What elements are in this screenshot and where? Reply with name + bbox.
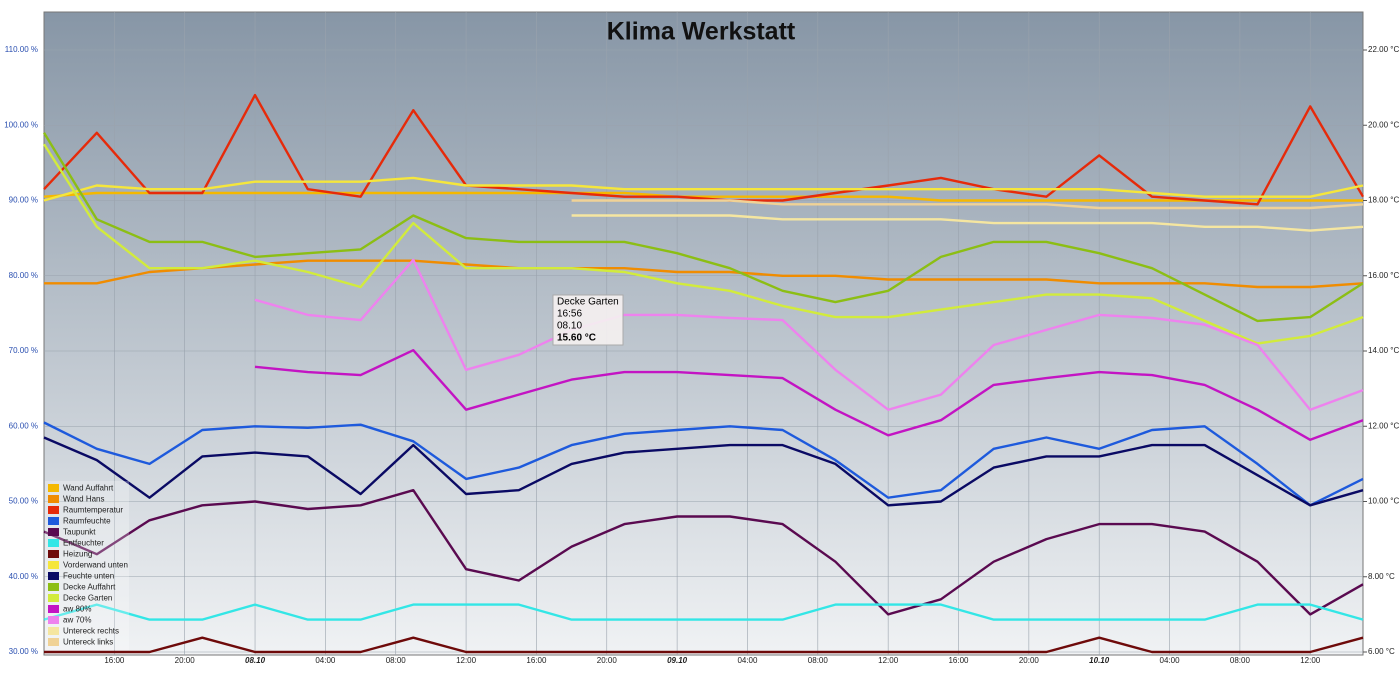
series-line: [43, 603, 1364, 621]
x-tick-label: 12:00: [1300, 656, 1321, 665]
lines: [42, 93, 1365, 654]
y-tick-label: 70.00 %: [9, 346, 38, 355]
legend-swatch: [48, 495, 59, 503]
x-tick-label: 16:00: [948, 656, 969, 665]
legend-label: Untereck links: [63, 638, 113, 647]
series-line: [43, 489, 1364, 616]
y-tick-label: 40.00 %: [9, 572, 38, 581]
legend-swatch: [48, 550, 59, 558]
legend-swatch: [48, 616, 59, 624]
legend-label: Feuchte unten: [63, 572, 114, 581]
legend-label: Decke Auffahrt: [63, 583, 116, 592]
legend-swatch: [48, 484, 59, 492]
y2-tick-label: 16.00 °C: [1368, 271, 1399, 280]
legend-label: Heizung: [63, 550, 92, 559]
legend-label: Vorderwand unten: [63, 561, 128, 570]
legend-swatch: [48, 506, 59, 514]
legend-label: aw 80%: [63, 605, 91, 614]
series-line: [44, 636, 1364, 654]
series-line: [254, 349, 1364, 441]
tooltip-value: 15.60 °C: [557, 333, 596, 344]
y-tick-label: 80.00 %: [9, 271, 38, 280]
x-tick-label: 08:00: [1230, 656, 1251, 665]
legend: Wand Auffahrt Wand Hans Raumtemperatur Raum…: [45, 481, 129, 650]
series-line: [43, 421, 1364, 507]
y-tick-label: 100.00 %: [4, 120, 38, 129]
series-line: [42, 143, 1364, 345]
y-tick-label: 30.00 %: [9, 647, 38, 656]
legend-swatch: [48, 638, 59, 646]
tooltip-series: Decke Garten: [557, 297, 619, 308]
series-line: [44, 259, 1364, 289]
series-line: [43, 93, 1365, 206]
y-tick-label: 90.00 %: [9, 196, 38, 205]
legend-label: Raumtemperatur: [63, 506, 123, 515]
legend-label: Wand Auffahrt: [63, 484, 114, 493]
legend-label: Raumfeuchte: [63, 517, 111, 526]
y2-tick-label: 18.00 °C: [1368, 196, 1399, 205]
y2-tick-label: 14.00 °C: [1368, 346, 1399, 355]
legend-swatch: [48, 627, 59, 635]
x-tick-label: 09.10: [667, 656, 688, 665]
tooltip: Decke Garten 16:56 08.10 15.60 °C: [552, 294, 624, 346]
x-tick-label: 04:00: [737, 656, 758, 665]
x-tick-label: 20:00: [175, 656, 196, 665]
x-tick-label: 08:00: [386, 656, 407, 665]
x-tick-label: 04:00: [1160, 656, 1181, 665]
legend-label: Decke Garten: [63, 594, 112, 603]
y-tick-label: 50.00 %: [9, 497, 38, 506]
y-tick-label: 110.00 %: [5, 45, 38, 54]
y2-tick-label: 22.00 °C: [1368, 45, 1399, 54]
x-tick-label: 12:00: [456, 656, 477, 665]
legend-swatch: [48, 572, 59, 580]
legend-swatch: [48, 583, 59, 591]
series-line: [42, 132, 1364, 323]
legend-label: Entfeuchter: [63, 539, 104, 548]
legend-swatch: [48, 561, 59, 569]
x-tick-label: 12:00: [878, 656, 899, 665]
legend-swatch: [48, 517, 59, 525]
legend-swatch: [48, 528, 59, 536]
series-line: [43, 191, 1363, 202]
y2-tick-label: 8.00 °C: [1368, 572, 1395, 581]
x-tick-label: 16:00: [104, 656, 125, 665]
series-line: [571, 199, 1364, 210]
x-tick-label: 08:00: [808, 656, 829, 665]
y2-tick-label: 20.00 °C: [1368, 120, 1399, 129]
tooltip-time: 16:56: [557, 309, 582, 320]
legend-swatch: [48, 605, 59, 613]
x-tick-label: 04:00: [315, 656, 336, 665]
y2-tick-label: 12.00 °C: [1368, 421, 1399, 430]
tooltip-box: [552, 294, 624, 346]
series-line: [571, 214, 1364, 232]
x-tick-label: 20:00: [597, 656, 618, 665]
plot-area: [43, 11, 1364, 656]
series-line: [43, 176, 1364, 202]
x-tick-label: 08.10: [245, 656, 266, 665]
y2-tick-label: 10.00 °C: [1368, 497, 1399, 506]
legend-label: Wand Hans: [63, 495, 105, 504]
series-line: [254, 258, 1364, 411]
legend-swatch: [48, 539, 59, 547]
x-tick-label: 16:00: [526, 656, 547, 665]
tooltip-date: 08.10: [557, 321, 582, 332]
x-tick-label: 20:00: [1019, 656, 1040, 665]
legend-label: Untereck rechts: [63, 627, 119, 636]
y2-tick-label: 6.00 °C: [1368, 647, 1395, 656]
legend-label: Taupunkt: [63, 528, 96, 537]
y-tick-label: 60.00 %: [9, 421, 38, 430]
legend-swatch: [48, 594, 59, 602]
series-line: [43, 436, 1364, 507]
legend-label: aw 70%: [63, 616, 91, 625]
x-tick-label: 10.10: [1089, 656, 1110, 665]
chart-title: Klima Werkstatt: [607, 18, 796, 46]
